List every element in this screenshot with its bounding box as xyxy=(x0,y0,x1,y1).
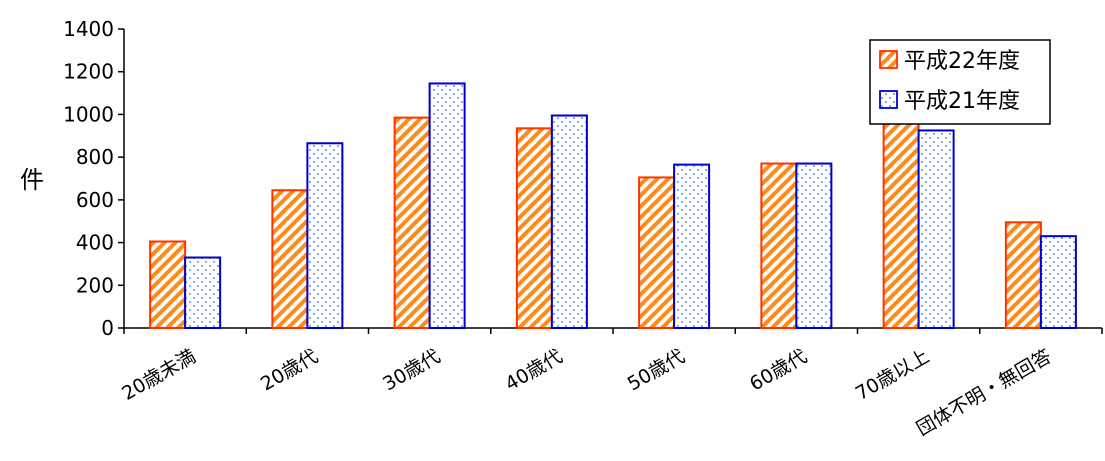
bar-h22 xyxy=(638,176,676,329)
x-axis xyxy=(123,327,1103,334)
bar-h21 xyxy=(1039,235,1077,330)
bar-h22 xyxy=(882,112,920,329)
bar-h22 xyxy=(393,116,431,329)
x-category-label: 50歳代 xyxy=(624,345,689,395)
y-tick-label: 200 xyxy=(76,273,114,297)
bar-h22 xyxy=(515,127,553,329)
y-axis-label: 件 xyxy=(20,166,44,194)
legend-box xyxy=(869,39,1051,125)
bar-h21 xyxy=(306,142,344,329)
y-tick-label: 0 xyxy=(101,316,114,340)
x-category-label: 40歳代 xyxy=(502,345,567,395)
bar-h22 xyxy=(1004,221,1042,330)
x-category-label: 70歳以上 xyxy=(852,345,933,405)
legend-label-h22: 平成22年度 xyxy=(904,49,1020,74)
legend: 平成22年度 平成21年度 xyxy=(869,39,1051,125)
y-tick-label: 800 xyxy=(76,145,114,169)
legend-swatch-h22 xyxy=(879,50,898,69)
y-tick-label: 1000 xyxy=(63,102,114,126)
x-category-label: 20歳代 xyxy=(257,345,322,395)
legend-label-h21: 平成21年度 xyxy=(904,89,1020,114)
y-tick-label: 400 xyxy=(76,231,114,255)
bar-h21 xyxy=(917,129,955,329)
bar-h21 xyxy=(550,114,588,329)
bar-h21 xyxy=(184,256,222,329)
y-tick-label: 1400 xyxy=(63,17,114,41)
bars xyxy=(149,82,1077,330)
x-category-label: 団体不明・無回答 xyxy=(913,345,1056,440)
x-category-label: 60歳代 xyxy=(746,345,811,395)
legend-swatch-h21 xyxy=(879,90,898,109)
bar-h21 xyxy=(795,162,833,329)
bar-h22 xyxy=(271,189,309,329)
y-tick-label: 600 xyxy=(76,188,114,212)
y-axis: 0 200 400 600 800 1000 1200 1400 xyxy=(63,17,125,340)
x-category-label: 30歳代 xyxy=(379,345,444,395)
bar-h21 xyxy=(673,163,711,329)
y-tick-label: 1200 xyxy=(63,60,114,84)
bar-h21 xyxy=(428,82,466,330)
bar-h22 xyxy=(760,162,798,329)
bar-h22 xyxy=(149,240,187,329)
x-category-label: 20歳未満 xyxy=(118,345,199,405)
